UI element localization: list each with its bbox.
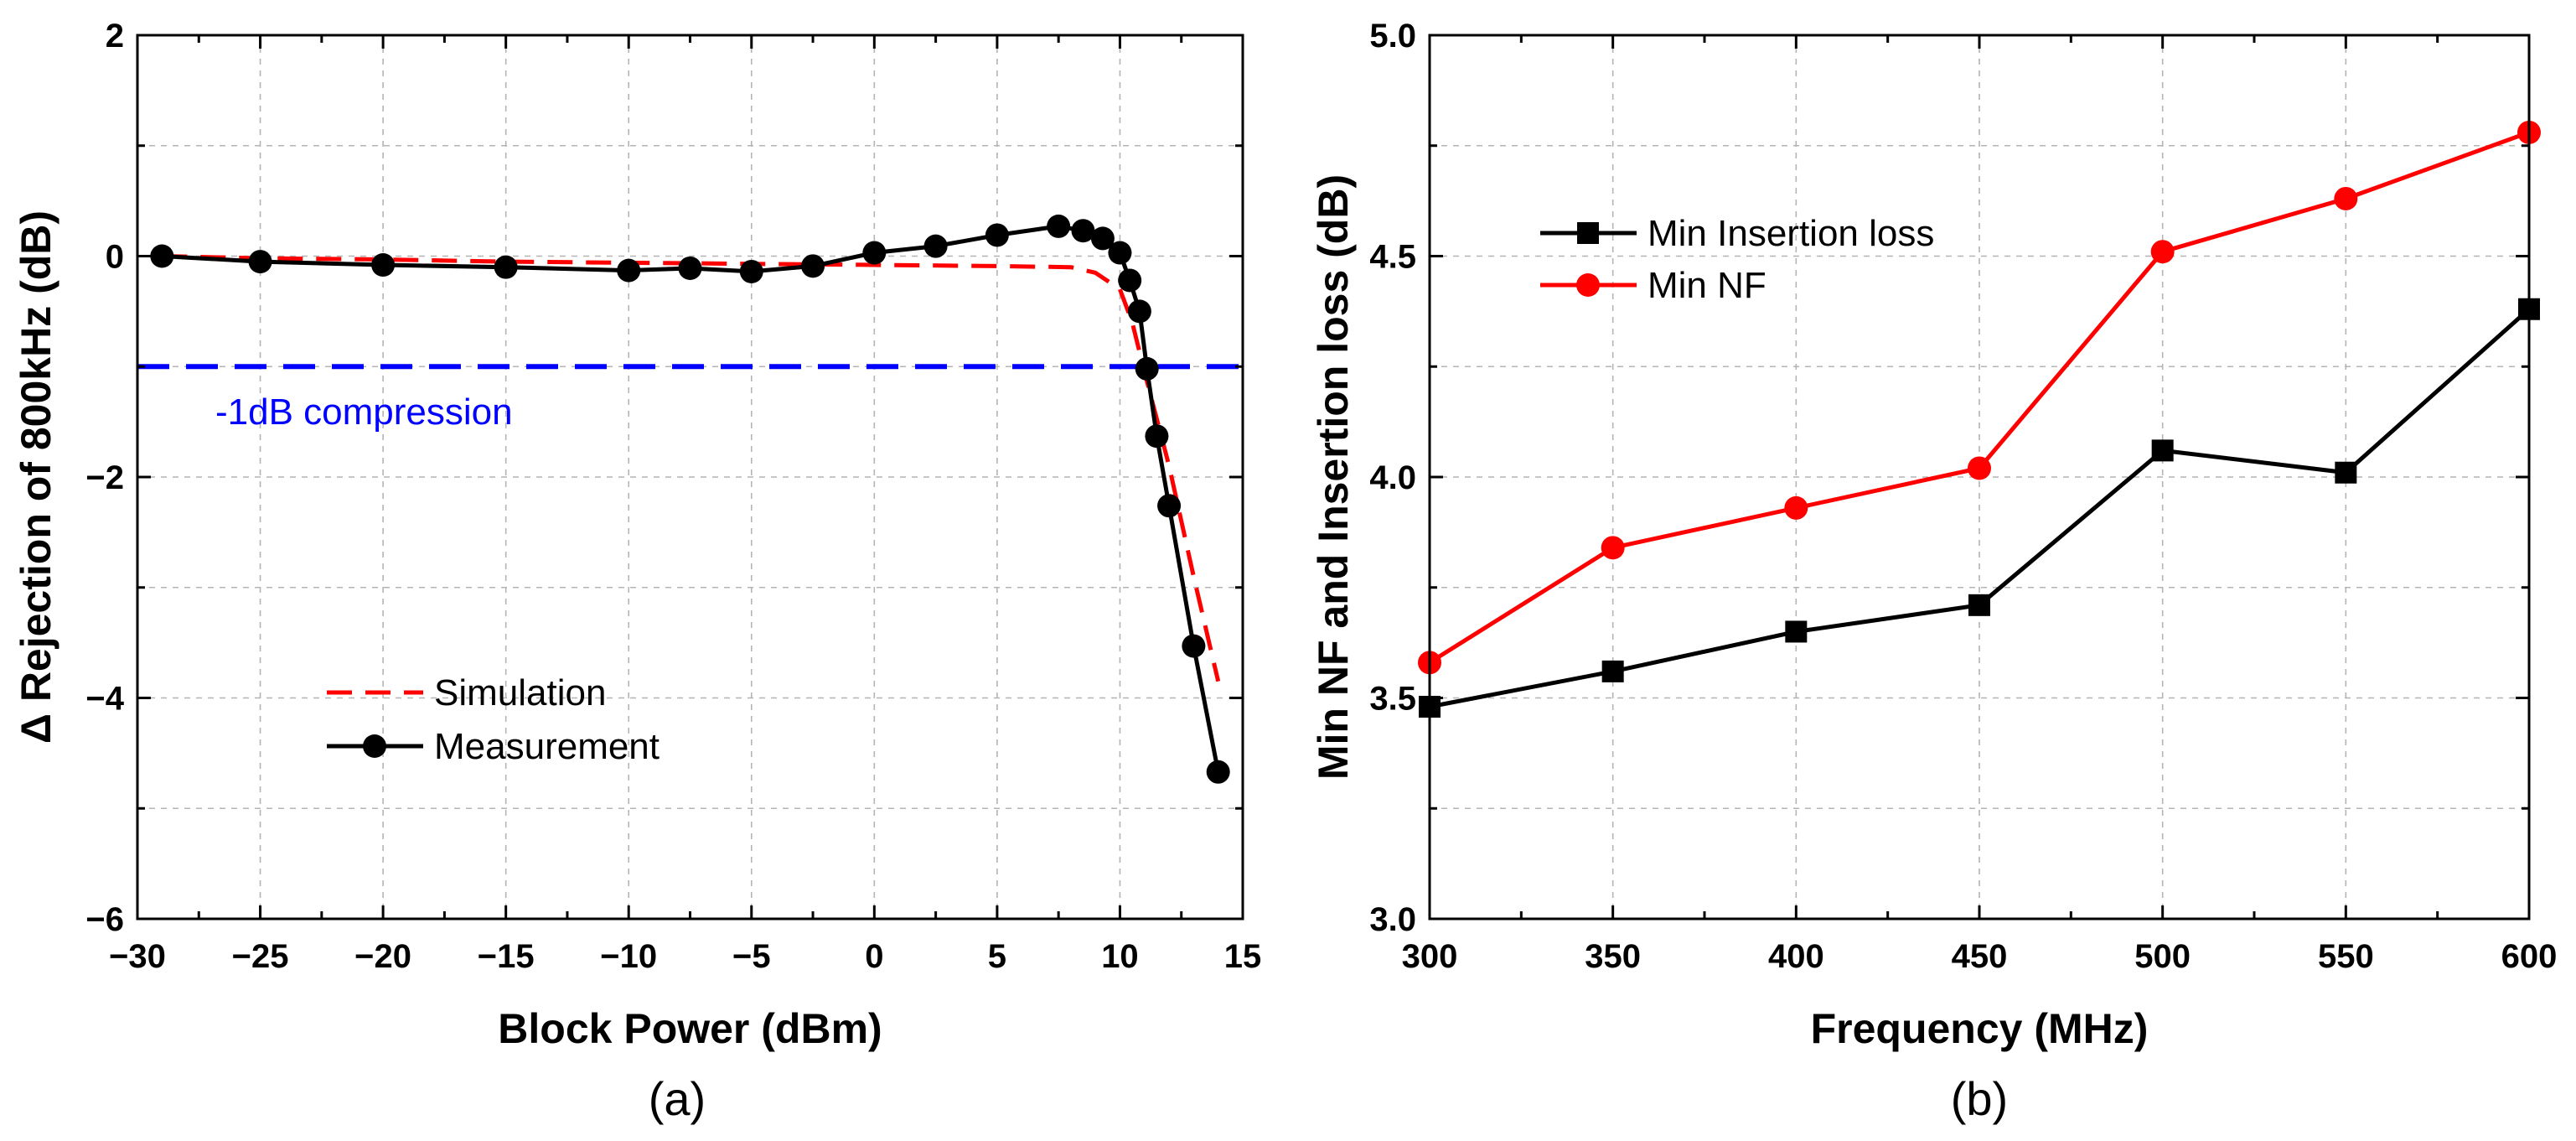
x-tick-label: −25 bbox=[232, 938, 289, 975]
x-tick-label: 15 bbox=[1224, 938, 1262, 975]
y-tick-label: 0 bbox=[106, 239, 124, 276]
data-point bbox=[494, 255, 518, 279]
data-point bbox=[1784, 495, 1808, 520]
series-group-b bbox=[1418, 120, 2541, 718]
data-point bbox=[1047, 214, 1071, 238]
data-point bbox=[1135, 356, 1159, 381]
legend-b: Min Insertion loss Min NF bbox=[1540, 213, 1934, 306]
x-tick-label: 550 bbox=[2318, 938, 2374, 975]
y-axis-label-a: Δ Rejection of 800kHz (dB) bbox=[13, 210, 59, 744]
y-tick-label: 2 bbox=[106, 18, 124, 54]
grid-a bbox=[137, 35, 1243, 919]
legend-label-0: Min Insertion loss bbox=[1648, 213, 1934, 254]
x-tick-label: 450 bbox=[1952, 938, 2008, 975]
data-point bbox=[862, 241, 887, 265]
legend-marker-0 bbox=[1577, 222, 1599, 244]
chart-panel-b: 300 350 400 450 500 550 600 3.0 3.5 4.0 4.5 5.0 Min… bbox=[1310, 18, 2557, 1125]
data-point bbox=[617, 258, 641, 283]
x-tick-label: 400 bbox=[1768, 938, 1824, 975]
data-point bbox=[1601, 536, 1625, 560]
x-tick-label: 10 bbox=[1101, 938, 1139, 975]
data-point bbox=[923, 234, 948, 258]
data-point bbox=[739, 259, 763, 283]
data-point bbox=[1785, 620, 1808, 643]
legend-label-1: Min NF bbox=[1648, 265, 1766, 306]
y-tick-label: 5.0 bbox=[1369, 18, 1416, 54]
data-point bbox=[1118, 268, 1142, 293]
caption-a: (a) bbox=[649, 1072, 706, 1125]
series-group-a bbox=[150, 214, 1230, 784]
series-line-0 bbox=[162, 254, 1221, 682]
data-point bbox=[2334, 186, 2358, 210]
data-point bbox=[2150, 240, 2175, 264]
y-tick-label: −2 bbox=[85, 459, 124, 496]
x-tick-label: −20 bbox=[354, 938, 411, 975]
data-point bbox=[1071, 219, 1095, 243]
data-point bbox=[1157, 494, 1182, 518]
x-tick-label: 5 bbox=[988, 938, 1006, 975]
x-tick-label: 350 bbox=[1585, 938, 1641, 975]
data-point bbox=[248, 250, 272, 274]
ticks-b: 300 350 400 450 500 550 600 3.0 3.5 4.0 4.5 5.0 bbox=[1369, 18, 2557, 975]
data-point bbox=[801, 254, 825, 278]
y-axis-label-b: Min NF and Insertion loss (dB) bbox=[1310, 174, 1357, 780]
legend-marker-1 bbox=[1576, 273, 1600, 297]
data-point bbox=[1601, 660, 1624, 682]
y-tick-label: 3.5 bbox=[1369, 681, 1416, 718]
y-tick-label: 4.5 bbox=[1369, 239, 1416, 276]
x-axis-label-a: Block Power (dBm) bbox=[498, 1005, 882, 1052]
data-point bbox=[1127, 299, 1151, 324]
legend-label-0: Simulation bbox=[434, 672, 606, 713]
data-point bbox=[985, 223, 1009, 247]
x-tick-label: 300 bbox=[1402, 938, 1458, 975]
x-axis-label-b: Frequency (MHz) bbox=[1811, 1005, 2149, 1052]
y-tick-label: 3.0 bbox=[1369, 901, 1416, 938]
legend-marker-1 bbox=[363, 734, 386, 758]
x-tick-label: −10 bbox=[600, 938, 657, 975]
legend-label-1: Measurement bbox=[434, 726, 660, 767]
data-point bbox=[1108, 241, 1132, 265]
data-point bbox=[371, 253, 396, 277]
ticks-a: −30 −25 −20 −15 −10 −5 0 5 10 15−6−4−202 bbox=[85, 18, 1261, 975]
data-point bbox=[678, 256, 702, 280]
legend-a: Simulation Measurement bbox=[327, 672, 660, 767]
y-tick-label: 4.0 bbox=[1369, 459, 1416, 496]
x-tick-label: −30 bbox=[109, 938, 166, 975]
data-point bbox=[1145, 424, 1169, 449]
data-point bbox=[1968, 456, 1991, 480]
data-point bbox=[1968, 594, 1990, 616]
x-tick-label: 500 bbox=[2134, 938, 2191, 975]
data-point bbox=[1090, 226, 1115, 251]
compression-annotation: -1dB compression bbox=[215, 392, 513, 433]
x-tick-label: −5 bbox=[732, 938, 771, 975]
data-point bbox=[1182, 634, 1206, 658]
caption-b: (b) bbox=[1951, 1072, 2008, 1125]
y-tick-label: −4 bbox=[85, 681, 124, 718]
data-point bbox=[1206, 760, 1230, 784]
data-point bbox=[150, 244, 174, 268]
data-point bbox=[2151, 439, 2174, 462]
series-line-1 bbox=[162, 224, 1221, 773]
data-point bbox=[2335, 461, 2357, 484]
x-tick-label: 0 bbox=[865, 938, 883, 975]
chart-panel-a: −30 −25 −20 −15 −10 −5 0 5 10 15−6−4−202 -1dB com… bbox=[13, 18, 1261, 1125]
x-tick-label: 600 bbox=[2501, 938, 2558, 975]
y-tick-label: −6 bbox=[85, 901, 124, 938]
x-tick-label: −15 bbox=[478, 938, 535, 975]
